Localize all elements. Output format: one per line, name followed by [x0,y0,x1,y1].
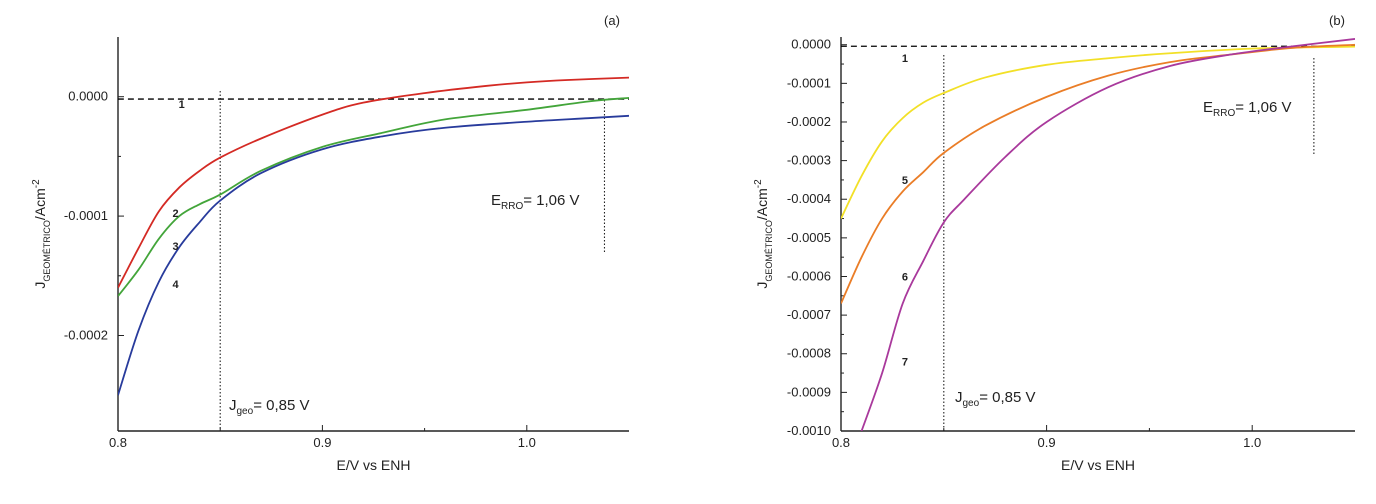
curve-label-7: 7 [902,356,908,368]
marker-annotation-sub: RRO [1213,108,1235,119]
y-tick-label: -0.0004 [787,191,831,206]
y-axis-title-main: J [754,282,770,289]
series-line-2 [118,76,629,289]
x-tick-label: 0.8 [109,435,127,450]
curve-label-2: 2 [173,208,179,220]
marker-annotation-sub: geo [963,398,980,409]
y-tick-label: -0.0001 [787,75,831,90]
y-axis-title-unit: /Acm [754,188,770,220]
y-tick-label: -0.0010 [787,423,831,438]
marker-annotation-rest: = 0,85 V [253,397,309,414]
x-axis-title: E/V vs ENH [1061,457,1135,473]
y-axis-title-main: J [32,282,48,289]
marker-annotation-sub: geo [237,406,254,417]
marker-annotation-sub: RRO [501,201,523,212]
y-axis-title: JGEOMÉTRICO/Acm-2 [753,179,774,289]
chart-panel-a: 0.8 0.9 1.0 0.0000 -0.0001 -0.0002 E/V vs ENH J… [31,13,629,473]
y-tick-label: -0.0008 [787,346,831,361]
y-axis-title: JGEOMÉTRICO/Acm-2 [31,179,52,289]
x-tick-label: 0.9 [1038,435,1056,450]
y-axis-title-unit: /Acm [32,188,48,220]
y-axis-title-sup: -2 [753,179,764,188]
marker-annotation-main: E [491,192,501,209]
series-line-5 [841,45,1355,219]
y-tick-label: -0.0006 [787,268,831,283]
y-tick-label: 0.0000 [791,37,831,52]
y-tick-label: -0.0007 [787,307,831,322]
x-tick-label: 1.0 [518,435,536,450]
marker-annotation-main: E [1203,99,1213,116]
x-tick-label: 0.8 [832,435,850,450]
x-tick-label: 1.0 [1243,435,1261,450]
panel-label: (b) [1329,13,1345,28]
y-tick-label: -0.0005 [787,230,831,245]
marker-annotation: Jgeo= 0,85 V [955,389,1035,409]
x-axis-title: E/V vs ENH [337,457,411,473]
marker-annotation: ERRO= 1,06 V [491,192,580,212]
curve-label-6: 6 [902,271,908,283]
series-line-4 [118,114,629,396]
marker-annotation: ERRO= 1,06 V [1203,99,1292,119]
curve-label-5: 5 [902,175,908,187]
marker-annotation-rest: = 1,06 V [523,192,579,209]
y-tick-label: -0.0009 [787,384,831,399]
panel-label: (a) [604,13,620,28]
marker-annotation-main: J [955,389,963,406]
x-tick-label: 0.9 [313,435,331,450]
series-line-7 [860,38,1355,431]
marker-annotation-rest: = 1,06 V [1235,99,1291,116]
series-line-3 [118,96,629,297]
marker-annotation-main: J [229,397,237,414]
curve-label-4: 4 [173,279,180,291]
y-axis-title-sup: -2 [31,179,42,188]
marker-annotation-rest: = 0,85 V [979,389,1035,406]
y-tick-label: -0.0002 [64,327,108,342]
curve-label-3: 3 [173,241,179,253]
chart-panel-b: 0.8 0.9 1.0 0.0000 -0.0001 -0.0002 -0.0003 -0.0… [753,13,1355,473]
y-tick-label: -0.0003 [787,153,831,168]
marker-annotation: Jgeo= 0,85 V [229,397,309,417]
curve-label-1: 1 [902,53,908,65]
y-tick-label: 0.0000 [68,89,108,104]
y-tick-label: -0.0001 [64,208,108,223]
series-line-6 [841,43,1355,304]
y-axis-title-sub: GEOMÉTRICO [764,220,774,282]
y-tick-label: -0.0002 [787,114,831,129]
y-axis-title-sub: GEOMÉTRICO [42,220,52,282]
curve-label-1: 1 [179,99,185,111]
